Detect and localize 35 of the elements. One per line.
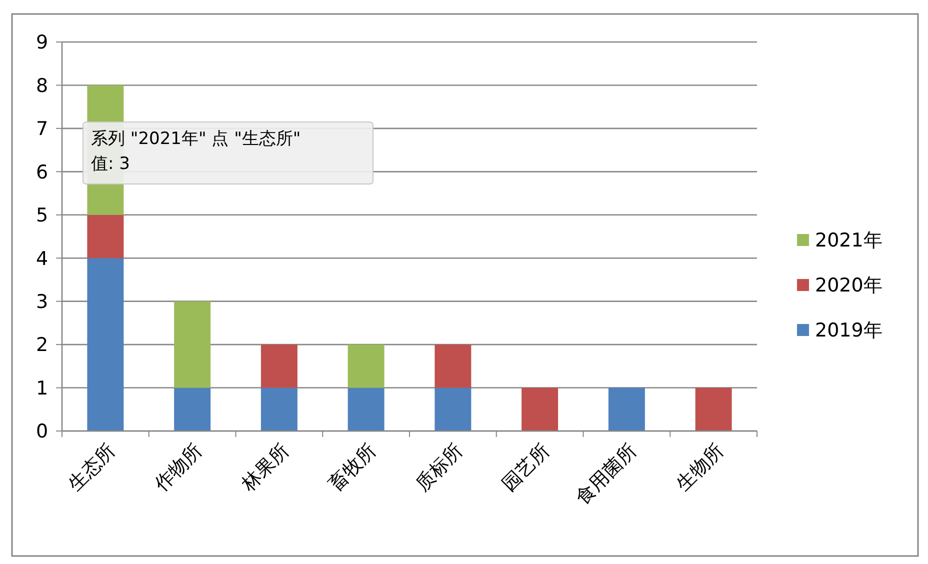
bar [608,388,645,431]
x-tick-label: 畜牧所 [324,440,380,496]
legend-label: 2020年 [815,274,882,297]
y-tick-label: 0 [36,420,48,443]
y-tick-label: 2 [36,334,48,356]
bar [522,388,558,431]
x-tick-label: 生态所 [64,440,120,496]
bar [87,214,124,258]
legend-label: 2019年 [815,320,882,342]
annotation: 系列 "2021年" 点 "生态所" 值: 3 [91,129,301,174]
bar [260,388,298,431]
y-tick-label: 3 [36,290,48,313]
y-tick-label: 7 [36,118,48,140]
bar [348,344,384,388]
bar [434,388,472,431]
y-tick-label: 6 [36,161,48,184]
y-tick-label: 5 [36,204,48,227]
bar [174,388,211,431]
bar [695,388,732,431]
bar [348,388,384,431]
x-tick-label: 作物所 [150,440,207,496]
x-tick-label: 林果所 [236,440,294,496]
bar [434,344,472,388]
y-tick-label: 8 [36,74,48,97]
bar [87,258,124,431]
y-tick-label: 1 [36,377,48,400]
legend-label: 2021年 [815,230,882,252]
bar [174,301,211,388]
x-tick-label: 生物所 [672,440,728,496]
x-tick-label: 质标所 [411,440,468,496]
x-tick-label: 园艺所 [498,440,554,496]
x-tick-label: 食用菌所 [572,440,641,509]
y-tick-label: 9 [36,32,48,54]
y-tick-label: 4 [36,248,48,270]
bar [260,344,298,388]
